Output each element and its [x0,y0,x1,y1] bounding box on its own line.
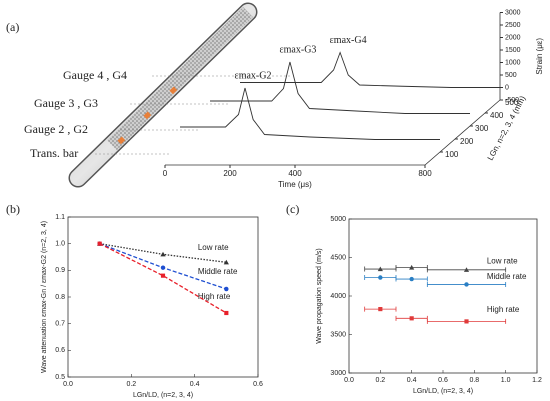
y-tick-label: 0 [505,84,509,91]
marker [409,276,414,282]
gauge-label: Gauge 3 , G3 [34,96,98,110]
y-tick-label: 0.9 [55,267,65,274]
x-tick-label: 0.2 [375,377,385,384]
y-tick-label: 3000 [330,370,346,377]
leaders [95,75,290,155]
panel-label: (c) [286,202,299,216]
marker [97,241,102,246]
y-tick-label: 500 [505,72,517,79]
x-tick-label: 0.6 [253,381,263,388]
strain-trace [210,61,470,114]
marker [378,275,383,280]
peak-label: εmax-G2 [235,70,272,81]
annotation: Middle rate [487,272,527,281]
y-axis-label: Strain (με) [535,38,544,75]
gauge-label: Gauge 2 , G2 [24,122,88,136]
x-axis-label: LGn/LD, (n=2, 3, 4) [133,392,193,399]
strain-trace [180,87,440,140]
marker [160,265,166,270]
y-tick-label: 1.1 [55,214,65,221]
annotation: High rate [198,292,231,301]
panel-label: (a) [6,20,19,34]
marker [464,319,469,324]
y-tick-label: 0.5 [55,374,65,381]
x-tick-label: 0.2 [126,381,136,388]
marker [160,251,166,257]
y-tick-label: -500 [505,97,519,104]
y-tick-label: 4500 [330,254,346,261]
x-tick-label: 0.6 [438,377,448,384]
peak-label: εmax-G3 [279,44,316,55]
z-tick-label: 300 [475,124,489,133]
marker [224,286,229,292]
marker [409,316,414,321]
gauge-label: Trans. bar [30,146,78,160]
x-tick-label: 0.8 [469,377,479,384]
annotation: Low rate [487,256,518,265]
y-tick-label: 0.8 [55,294,65,301]
marker [223,259,229,265]
z-tick-label: 400 [490,111,504,120]
marker [463,267,470,272]
marker [464,282,469,287]
y-tick-label: 3500 [330,331,346,338]
y-tick-label: 1.0 [55,241,65,248]
y-tick-label: 5000 [330,216,346,223]
x-tick-label: 200 [223,169,237,178]
annotation: High rate [487,305,520,314]
x-tick-label: 400 [288,169,302,178]
x-tick-label: 0.0 [63,381,73,388]
x-tick-label: 1.0 [501,377,511,384]
y-tick-label: 0.6 [55,347,65,354]
z-tick-label: 100 [445,150,459,159]
annotation: Middle rate [198,267,238,276]
x-tick-label: 800 [418,169,432,178]
marker [378,307,383,312]
marker [160,273,166,278]
marker [409,264,415,270]
x-tick-label: 0.4 [407,377,417,384]
panel-label: (b) [6,202,20,216]
peak-label: εmax-G4 [330,35,367,46]
marker [377,266,383,272]
y-axis-label: Wave attenuation εmax-Gn / εmax-G2 (n=2,… [41,221,48,373]
annotation: Low rate [198,243,229,252]
x-axis-label: LGn/LD, (n=2, 3, 4) [413,388,473,395]
x-axis-label: Time (μs) [278,180,312,189]
y-tick-label: 4000 [330,293,346,300]
y-tick-label: 2000 [505,34,521,41]
x-tick-label: 1.2 [532,377,542,384]
gauge-label: Gauge 4 , G4 [63,68,127,82]
strain-trace [240,51,500,88]
y-axis-label: Wave propagation speed (m/s) [316,248,323,343]
marker [224,310,229,316]
z-tick-label: 500 [505,98,519,107]
y-tick-label: 1000 [505,59,521,66]
plot-frame [348,218,538,374]
y-tick-label: 3000 [505,9,521,16]
z-tick-label: 200 [460,137,474,146]
x-tick-label: 0.0 [344,377,354,384]
x-tick-label: 0 [163,169,168,178]
y-tick-label: 2500 [505,22,521,29]
x-tick-label: 0.4 [190,381,200,388]
y-tick-label: 1500 [505,47,521,54]
y-tick-label: 0.7 [55,321,65,328]
rod [68,2,258,188]
